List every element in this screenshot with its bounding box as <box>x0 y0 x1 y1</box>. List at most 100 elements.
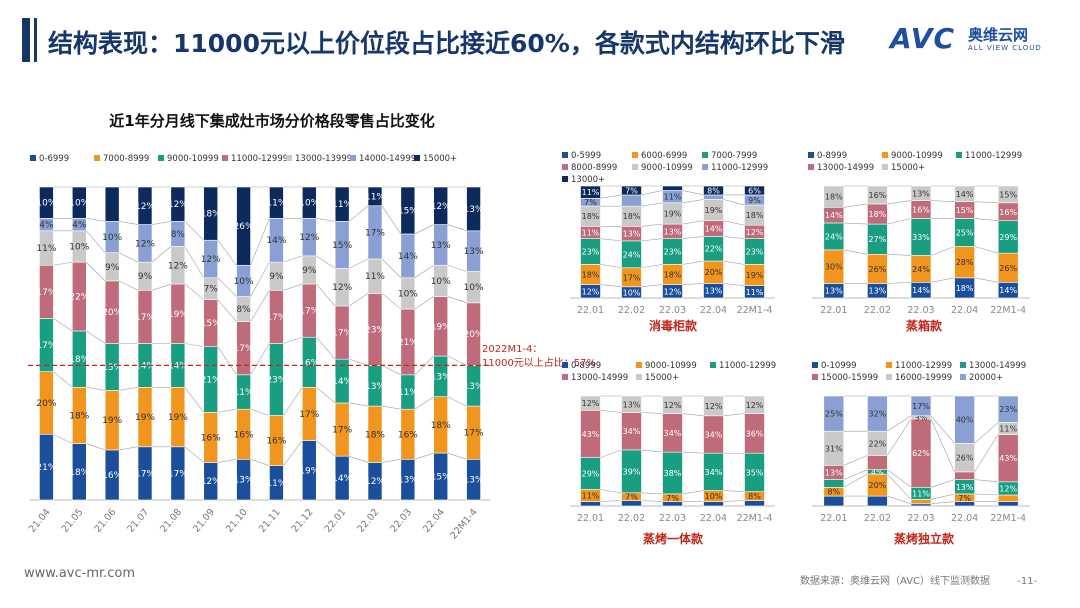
series-connector <box>381 365 401 376</box>
legend-label: 13000-14999 <box>817 163 874 173</box>
data-label: 17% <box>912 402 930 411</box>
data-label: 26% <box>956 454 974 463</box>
series-connector <box>682 490 704 495</box>
legend-label: 9000-10999 <box>645 361 697 371</box>
legend-swatch <box>30 155 36 161</box>
data-label: 10% <box>299 199 319 209</box>
data-label: 21% <box>398 338 418 348</box>
data-label: 10% <box>69 242 89 252</box>
legend-label: 15000+ <box>891 163 925 173</box>
legend-swatch <box>562 362 568 368</box>
data-label: 12% <box>664 287 682 296</box>
series-connector <box>184 446 204 463</box>
data-label: 8% <box>171 230 186 240</box>
series-connector <box>283 283 303 291</box>
series-connector <box>348 293 369 307</box>
series-connector <box>887 473 912 500</box>
logo-tagline: ALL VIEW CLOUD <box>968 44 1042 52</box>
data-label: 19% <box>705 206 723 215</box>
data-label: 14% <box>705 225 723 234</box>
data-label: 13% <box>705 287 723 296</box>
data-label: 17% <box>234 344 254 354</box>
x-tick-label: 21.05 <box>60 507 86 535</box>
data-label: 18% <box>365 430 385 440</box>
series-connector <box>641 449 663 453</box>
x-tick-label: 21.04 <box>27 507 53 535</box>
series-connector <box>447 452 467 460</box>
data-label: 16% <box>398 430 418 440</box>
data-label: 12% <box>746 228 764 237</box>
data-label: 23% <box>664 248 682 257</box>
data-label: 10% <box>705 492 723 501</box>
bar-segment <box>703 501 724 507</box>
x-tick-label: 21.08 <box>158 507 184 535</box>
series-connector <box>930 415 955 444</box>
series-connector <box>316 440 336 457</box>
title-accent-bar <box>22 18 30 62</box>
bar-segment <box>910 503 932 507</box>
data-label: 11% <box>398 388 418 398</box>
data-label: 12% <box>431 202 451 212</box>
data-label: 10% <box>102 233 122 243</box>
bar-segment <box>997 494 1019 502</box>
data-label: 12% <box>168 200 188 210</box>
series-connector <box>974 434 999 473</box>
series-connector <box>447 296 467 304</box>
data-label: 25% <box>825 410 843 419</box>
bar-segment <box>954 471 975 480</box>
legend-label: 0-10999 <box>821 361 857 371</box>
series-connector <box>887 218 912 225</box>
data-label: 20% <box>464 330 484 340</box>
bar-segment <box>433 186 449 225</box>
x-tick-label: 21.10 <box>224 507 250 535</box>
x-tick-label: 22.02 <box>355 507 381 535</box>
legend-swatch <box>886 362 892 368</box>
data-label: 11% <box>266 199 286 209</box>
data-label: 8% <box>827 488 840 497</box>
legend-swatch <box>94 155 100 161</box>
data-label: 19% <box>664 209 682 218</box>
data-label: 23% <box>746 248 764 257</box>
data-label: 23% <box>365 325 385 335</box>
data-label: 23% <box>999 405 1017 414</box>
series-connector <box>151 221 171 225</box>
bar-segment <box>954 395 975 444</box>
footer-url[interactable]: www.avc-mr.com <box>24 566 136 581</box>
x-tick-label: 22M1-4 <box>737 305 773 316</box>
series-connector <box>250 343 270 375</box>
legend-swatch <box>632 152 638 158</box>
legend-label: 16000-19999 <box>895 373 952 383</box>
data-label: 19% <box>168 310 188 320</box>
x-tick-label: 22.04 <box>951 513 978 524</box>
series-connector <box>887 418 912 456</box>
x-tick-label: 22M1-4 <box>737 513 773 524</box>
data-label: 14% <box>912 286 930 295</box>
data-label: 17% <box>299 410 319 420</box>
x-tick-label: 22.03 <box>659 305 686 316</box>
series-connector <box>447 224 467 232</box>
series-connector <box>414 224 434 235</box>
data-label: 16% <box>869 191 887 200</box>
data-label: 36% <box>746 429 764 438</box>
bar-segment <box>744 395 765 414</box>
series-connector <box>843 473 868 488</box>
data-label: 19% <box>135 413 155 423</box>
series-connector <box>887 469 912 488</box>
series-connector <box>723 236 745 239</box>
data-label: 17% <box>332 426 352 436</box>
series-connector <box>682 190 704 196</box>
data-label: 12% <box>332 283 352 293</box>
bar-segment <box>400 186 416 235</box>
logo-chinese-name: 奥维云网 <box>968 26 1029 44</box>
x-tick-label: 21.09 <box>191 507 217 535</box>
data-label: 11% <box>999 424 1017 433</box>
series-connector <box>723 260 745 265</box>
series-connector <box>86 218 106 222</box>
data-label: 15% <box>102 363 122 373</box>
data-label: 18% <box>582 270 600 279</box>
data-label: 17% <box>168 469 188 479</box>
data-label: 19% <box>102 416 122 426</box>
series-connector <box>86 443 106 451</box>
footer-page-number: -11- <box>1017 576 1038 587</box>
chart-title-bottom-left: 蒸烤一体款 <box>643 531 704 546</box>
